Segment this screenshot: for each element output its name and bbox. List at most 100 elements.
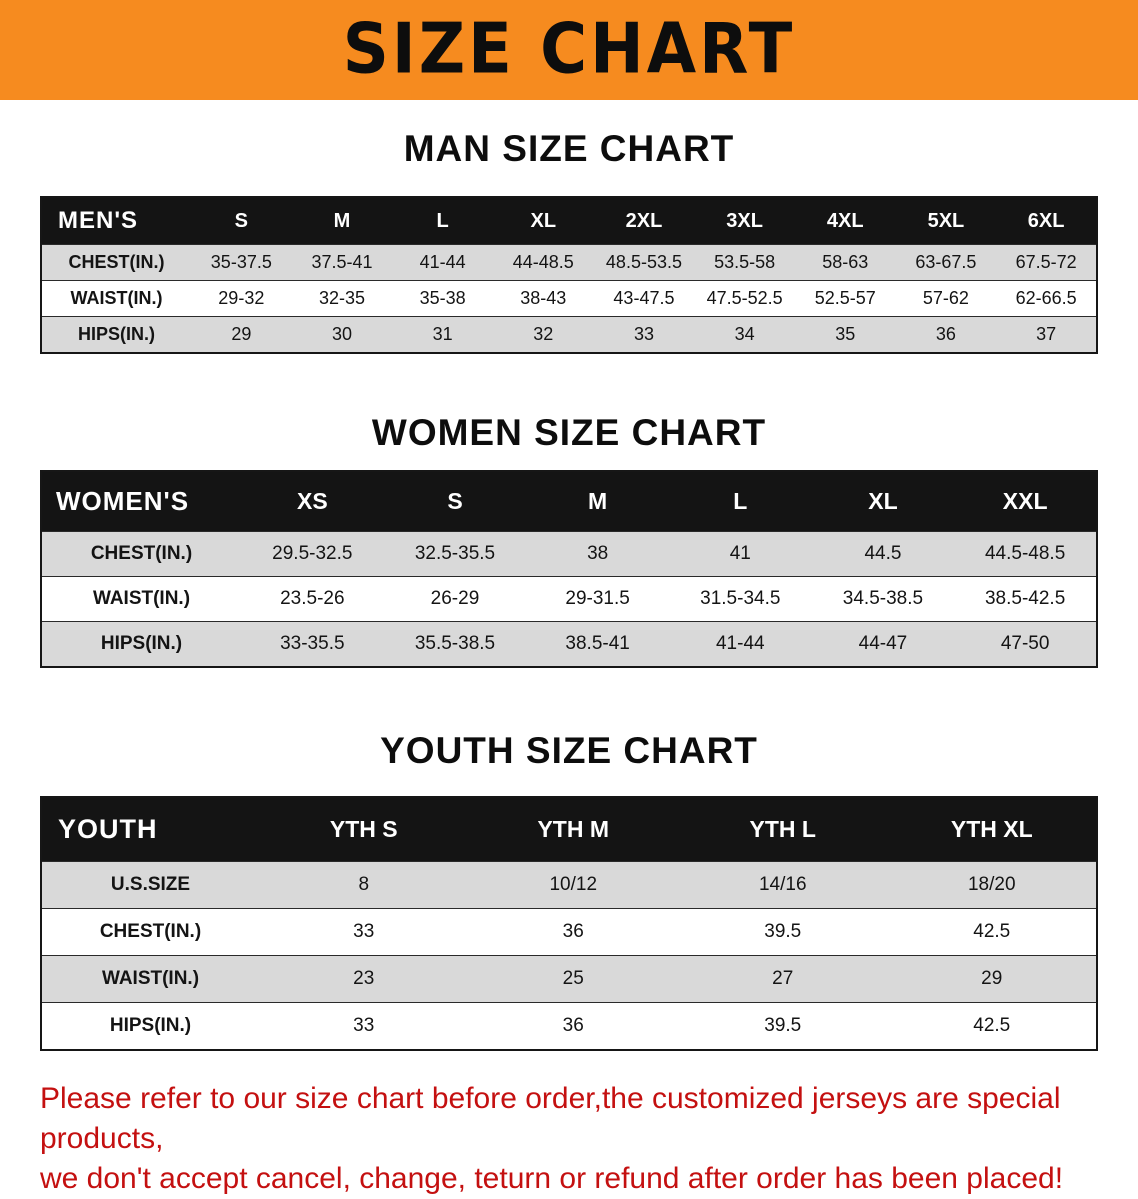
table-corner-label: MEN'S <box>41 197 191 245</box>
size-value-cell: 32-35 <box>318 288 365 308</box>
table-row: WAIST(IN.) 23 25 27 29 <box>41 955 1097 1003</box>
size-value-cell: 42.5 <box>973 921 1011 942</box>
size-value-cell: 37.5-41 <box>311 252 373 272</box>
size-column-header: 6XL <box>996 197 1097 245</box>
size-column-header: XXL <box>954 471 1097 532</box>
row-label: CHEST(IN.) <box>68 252 165 272</box>
size-chart-banner: SIZE CHART <box>0 0 1138 100</box>
youth-size-chart-heading: YOUTH SIZE CHART <box>380 730 758 771</box>
size-value-cell: 52.5-57 <box>814 288 876 308</box>
size-column-header: YTH XL <box>887 797 1097 862</box>
size-value-cell: 29-32 <box>218 288 265 308</box>
size-value-cell: 35-37.5 <box>210 252 272 272</box>
table-header-row: YOUTH YTH S YTH M YTH L YTH XL <box>41 797 1097 862</box>
size-value-cell: 25 <box>562 968 584 989</box>
size-value-cell: 26-29 <box>430 588 480 609</box>
table-row: HIPS(IN.) 33-35.5 35.5-38.5 38.5-41 41-44 44-… <box>41 621 1097 667</box>
size-column-header: L <box>392 197 493 245</box>
size-value-cell: 29 <box>981 968 1003 989</box>
size-value-cell: 35-38 <box>419 288 466 308</box>
women-size-chart-section: WOMEN SIZE CHART WOMEN'S XS S M L XL XXL CHEST(… <box>0 412 1138 668</box>
size-value-cell: 39.5 <box>764 921 802 942</box>
table-row: HIPS(IN.) 29 30 31 32 33 34 35 36 37 <box>41 316 1097 353</box>
size-value-cell: 18/20 <box>967 874 1016 895</box>
size-value-cell: 32 <box>533 324 554 344</box>
size-column-header: XS <box>241 471 384 532</box>
size-value-cell: 29.5-32.5 <box>272 543 353 564</box>
size-value-cell: 33-35.5 <box>280 633 345 654</box>
size-value-cell: 10/12 <box>549 874 598 895</box>
size-column-header: L <box>668 471 812 532</box>
size-value-cell: 44-48.5 <box>512 252 574 272</box>
size-value-cell: 58-63 <box>822 252 869 272</box>
row-label: HIPS(IN.) <box>109 1015 192 1036</box>
men-size-table: MEN'S S M L XL 2XL 3XL 4XL 5XL 6XL CHEST(IN.) 35-37… <box>40 196 1098 354</box>
size-value-cell: 23 <box>353 968 375 989</box>
size-value-cell: 33 <box>633 324 654 344</box>
size-value-cell: 35 <box>835 324 856 344</box>
size-value-cell: 36 <box>562 1015 584 1036</box>
size-value-cell: 41 <box>729 543 751 564</box>
man-size-chart-section: MAN SIZE CHART MEN'S S M L XL 2XL 3XL 4XL 5XL 6XL… <box>0 128 1138 354</box>
size-value-cell: 23.5-26 <box>280 588 345 609</box>
table-row: WAIST(IN.) 23.5-26 26-29 29-31.5 31.5-34.5 34… <box>41 576 1097 622</box>
size-column-header: 5XL <box>895 197 997 245</box>
size-value-cell: 33 <box>353 921 375 942</box>
size-value-cell: 36 <box>935 324 956 344</box>
table-header-row: MEN'S S M L XL 2XL 3XL 4XL 5XL 6XL <box>41 197 1097 245</box>
order-policy-note: Please refer to our size chart before or… <box>40 1079 1100 1199</box>
size-column-header: S <box>383 471 527 532</box>
size-value-cell: 31 <box>432 324 453 344</box>
women-size-chart-heading: WOMEN SIZE CHART <box>371 412 767 453</box>
size-value-cell: 63-67.5 <box>915 252 977 272</box>
size-value-cell: 53.5-58 <box>714 252 776 272</box>
size-value-cell: 47-50 <box>1000 633 1050 654</box>
banner-title: SIZE CHART <box>342 10 796 90</box>
size-column-header: 3XL <box>694 197 795 245</box>
women-size-table: WOMEN'S XS S M L XL XXL CHEST(IN.) 29.5-32.5 32.5… <box>40 470 1098 668</box>
size-value-cell: 38.5-42.5 <box>984 588 1066 609</box>
size-value-cell: 37 <box>1036 324 1057 344</box>
size-value-cell: 29 <box>231 324 252 344</box>
table-row: WAIST(IN.) 29-32 32-35 35-38 38-43 43-47.5 47.… <box>41 280 1097 317</box>
size-value-cell: 38.5-41 <box>565 633 630 654</box>
size-value-cell: 47.5-52.5 <box>706 288 783 308</box>
size-column-header: S <box>191 197 292 245</box>
row-label: WAIST(IN.) <box>70 288 163 308</box>
size-value-cell: 30 <box>331 324 352 344</box>
row-label: HIPS(IN.) <box>100 633 183 654</box>
size-column-header: XL <box>811 471 955 532</box>
size-value-cell: 67.5-72 <box>1015 252 1077 272</box>
size-value-cell: 33 <box>353 1015 375 1036</box>
table-row: U.S.SIZE 8 10/12 14/16 18/20 <box>41 861 1097 909</box>
size-column-header: 2XL <box>593 197 695 245</box>
size-value-cell: 31.5-34.5 <box>700 588 781 609</box>
size-value-cell: 35.5-38.5 <box>414 633 496 654</box>
size-column-header: XL <box>492 197 594 245</box>
size-value-cell: 34.5-38.5 <box>842 588 924 609</box>
note-line-2: we don't accept cancel, change, teturn o… <box>40 1162 1064 1195</box>
size-value-cell: 38 <box>587 543 609 564</box>
table-corner-label: YOUTH <box>41 797 259 862</box>
row-label: CHEST(IN.) <box>99 921 202 942</box>
table-row: CHEST(IN.) 33 36 39.5 42.5 <box>41 908 1097 956</box>
size-value-cell: 44.5 <box>864 543 902 564</box>
size-value-cell: 27 <box>772 968 794 989</box>
size-value-cell: 42.5 <box>973 1015 1011 1036</box>
size-value-cell: 38-43 <box>520 288 567 308</box>
row-label: HIPS(IN.) <box>77 324 155 344</box>
size-value-cell: 39.5 <box>764 1015 802 1036</box>
man-size-chart-heading: MAN SIZE CHART <box>403 128 735 169</box>
size-column-header: YTH L <box>678 797 888 862</box>
row-label: WAIST(IN.) <box>101 968 200 989</box>
size-column-header: M <box>526 471 669 532</box>
size-value-cell: 8 <box>358 874 370 895</box>
table-corner-label: WOMEN'S <box>41 471 241 532</box>
size-column-header: 4XL <box>794 197 896 245</box>
size-value-cell: 34 <box>734 324 755 344</box>
note-line-1: Please refer to our size chart before or… <box>40 1082 1061 1155</box>
size-value-cell: 41-44 <box>715 633 765 654</box>
size-value-cell: 44.5-48.5 <box>984 543 1066 564</box>
row-label: U.S.SIZE <box>110 874 191 895</box>
size-value-cell: 48.5-53.5 <box>605 252 682 272</box>
